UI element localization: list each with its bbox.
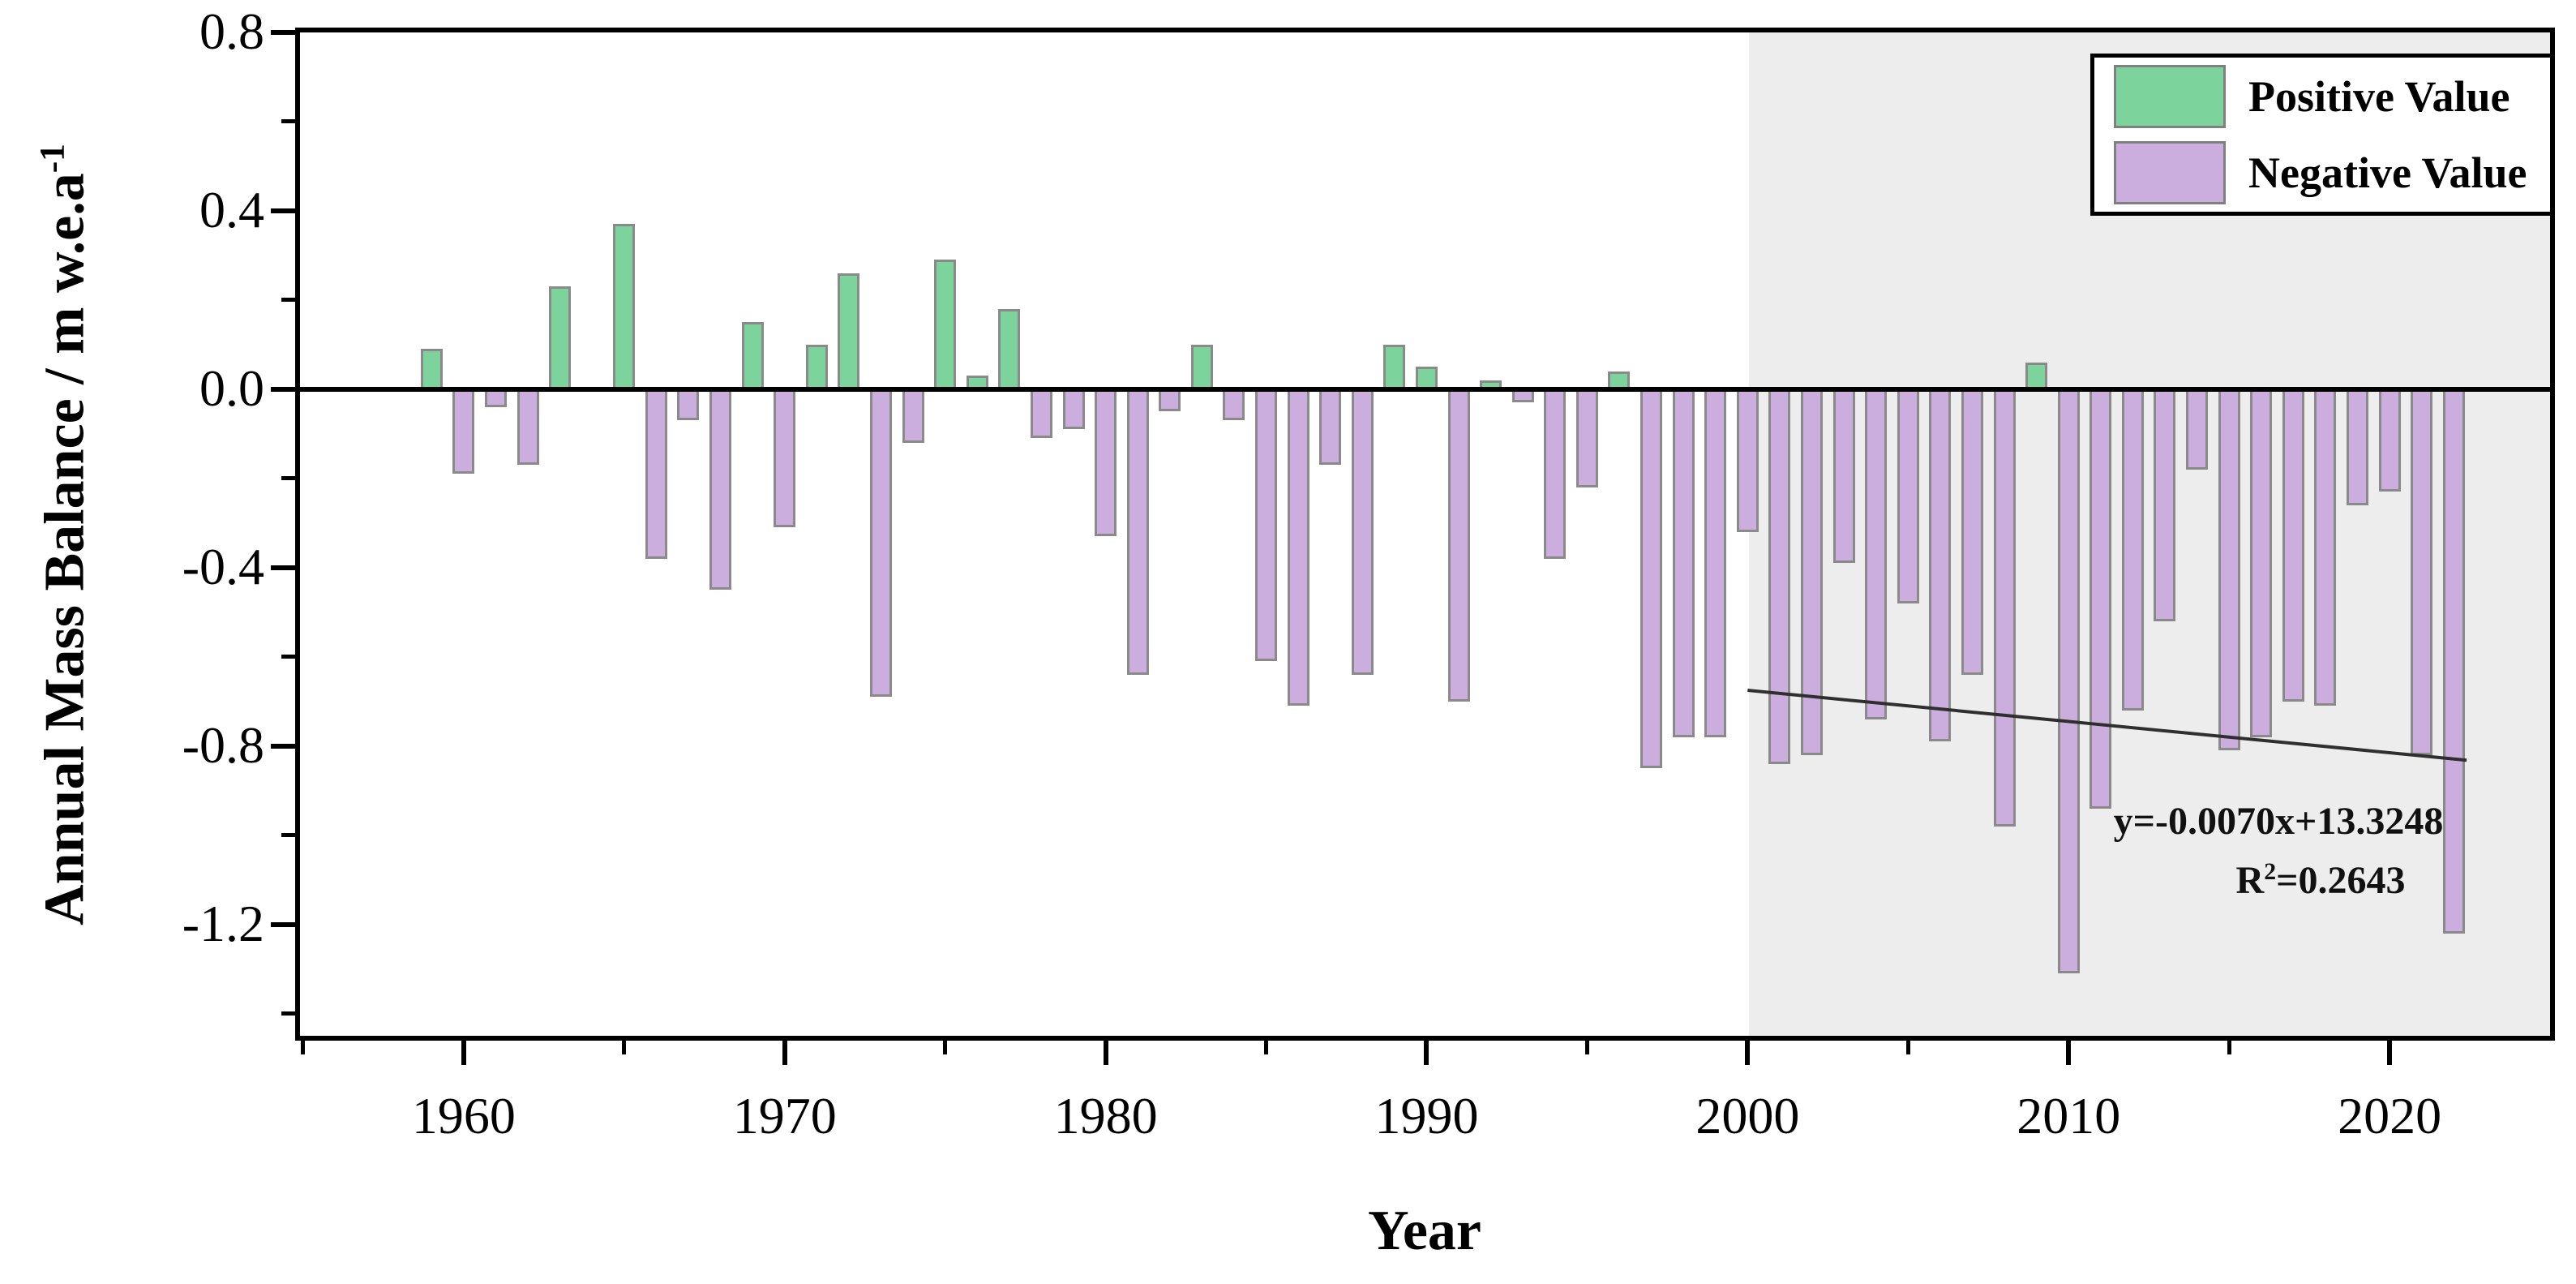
- y-tick-label--0.8: -0.8: [182, 715, 264, 774]
- y-minor-tick--0.6: [281, 655, 295, 659]
- x-tick-label-2020: 2020: [2338, 1087, 2442, 1144]
- x-minor-tick-1975: [943, 1041, 948, 1054]
- bar-1966: [645, 389, 667, 559]
- x-major-tick-1960: [461, 1041, 466, 1065]
- bar-2011: [2090, 389, 2112, 809]
- y-minor-tick--1: [281, 833, 295, 838]
- x-tick-label-1960: 1960: [411, 1087, 516, 1144]
- bar-1999: [1704, 389, 1727, 737]
- y-tick-label-0.4: 0.4: [199, 180, 264, 238]
- y-minor-tick-0.6: [281, 119, 295, 124]
- x-major-tick-2000: [1745, 1041, 1751, 1065]
- bar-2008: [1993, 389, 2016, 827]
- bar-2004: [1865, 389, 1888, 719]
- bar-1989: [1383, 344, 1406, 389]
- positive-value-label: Positive Value: [2248, 72, 2510, 121]
- y-tick-label-0.8: 0.8: [199, 2, 264, 60]
- negative-value-swatch: [2114, 141, 2226, 204]
- bar-1963: [549, 286, 572, 389]
- bar-1980: [1095, 389, 1117, 537]
- bar-2020: [2378, 389, 2401, 492]
- x-major-tick-1980: [1103, 1041, 1108, 1065]
- x-minor-tick-1985: [1264, 1041, 1269, 1054]
- x-major-tick-2020: [2387, 1041, 2393, 1065]
- bar-2002: [1801, 389, 1823, 755]
- positive-value-swatch: [2114, 65, 2226, 128]
- bar-1962: [516, 389, 539, 466]
- y-minor-tick--1.4: [281, 1011, 295, 1016]
- bar-1979: [1062, 389, 1085, 430]
- y-major-tick-0.4: [271, 208, 295, 213]
- y-tick-label-0: 0.0: [199, 359, 264, 417]
- x-minor-tick-1955: [301, 1041, 306, 1054]
- trend-r-squared-text: R2=0.2643: [2235, 858, 2406, 902]
- bar-1969: [741, 322, 764, 389]
- negative-value-label: Negative Value: [2248, 148, 2527, 197]
- x-minor-tick-1965: [622, 1041, 627, 1054]
- x-minor-tick-2005: [1905, 1041, 1910, 1054]
- bar-2010: [2057, 389, 2080, 974]
- bar-2016: [2250, 389, 2273, 737]
- bar-2013: [2154, 389, 2176, 621]
- bar-2000: [1736, 389, 1759, 532]
- legend: Positive Value Negative Value: [2090, 54, 2554, 216]
- bar-2001: [1768, 389, 1791, 764]
- bar-2006: [1929, 389, 1952, 742]
- bar-1986: [1287, 389, 1309, 706]
- y-axis-title: Annual Mass Balance / m w.e.a-1: [32, 144, 97, 925]
- bar-2019: [2346, 389, 2368, 505]
- trend-equation-text: y=-0.0070x+13.3248: [2113, 800, 2444, 843]
- bar-1970: [774, 389, 796, 528]
- bar-1972: [838, 273, 860, 389]
- x-major-tick-1970: [782, 1041, 787, 1065]
- x-tick-label-1990: 1990: [1374, 1087, 1479, 1144]
- bar-2021: [2411, 389, 2433, 755]
- y-major-tick-0.8: [271, 30, 295, 35]
- bar-1987: [1319, 389, 1342, 466]
- zero-baseline: [300, 386, 2550, 392]
- bar-1977: [998, 308, 1021, 389]
- y-tick-label--0.4: -0.4: [182, 537, 264, 595]
- y-tick-label--1.2: -1.2: [182, 894, 264, 952]
- bar-1975: [934, 260, 957, 389]
- bar-2003: [1832, 389, 1855, 564]
- legend-row-positive: Positive Value: [2094, 63, 2550, 130]
- x-tick-label-1970: 1970: [732, 1087, 837, 1144]
- x-axis-title: Year: [1368, 1200, 1481, 1262]
- bar-1968: [709, 389, 732, 590]
- x-tick-label-2010: 2010: [2017, 1087, 2121, 1144]
- bar-1965: [613, 224, 636, 389]
- x-tick-label-1980: 1980: [1053, 1087, 1158, 1144]
- trend-line: [1747, 689, 2467, 762]
- y-major-tick--1.2: [271, 921, 295, 927]
- bar-1981: [1126, 389, 1149, 675]
- bar-1994: [1544, 389, 1567, 559]
- bar-2012: [2121, 389, 2144, 711]
- y-minor-tick--0.2: [281, 476, 295, 481]
- y-axis-title-superscript: -1: [32, 144, 72, 174]
- bar-1985: [1255, 389, 1278, 662]
- bar-1973: [870, 389, 892, 698]
- bar-1978: [1030, 389, 1052, 439]
- y-minor-tick-0.2: [281, 298, 295, 303]
- bar-2017: [2282, 389, 2304, 702]
- trend-equation-annotation: y=-0.0070x+13.3248 R2=0.2643: [2043, 797, 2514, 906]
- bar-2015: [2218, 389, 2240, 751]
- bar-1995: [1575, 389, 1598, 487]
- y-major-tick-0: [271, 386, 295, 392]
- x-minor-tick-1995: [1584, 1041, 1589, 1054]
- bar-2014: [2186, 389, 2209, 470]
- y-major-tick--0.4: [271, 565, 295, 570]
- bar-1998: [1672, 389, 1695, 737]
- y-major-tick--0.8: [271, 743, 295, 749]
- legend-row-negative: Negative Value: [2094, 140, 2550, 206]
- bar-2007: [1961, 389, 1983, 675]
- bar-1997: [1640, 389, 1663, 769]
- x-major-tick-1990: [1424, 1041, 1429, 1065]
- x-minor-tick-2015: [2227, 1041, 2231, 1054]
- x-major-tick-2010: [2066, 1041, 2072, 1065]
- x-tick-label-2000: 2000: [1695, 1087, 1800, 1144]
- bar-2022: [2442, 389, 2465, 934]
